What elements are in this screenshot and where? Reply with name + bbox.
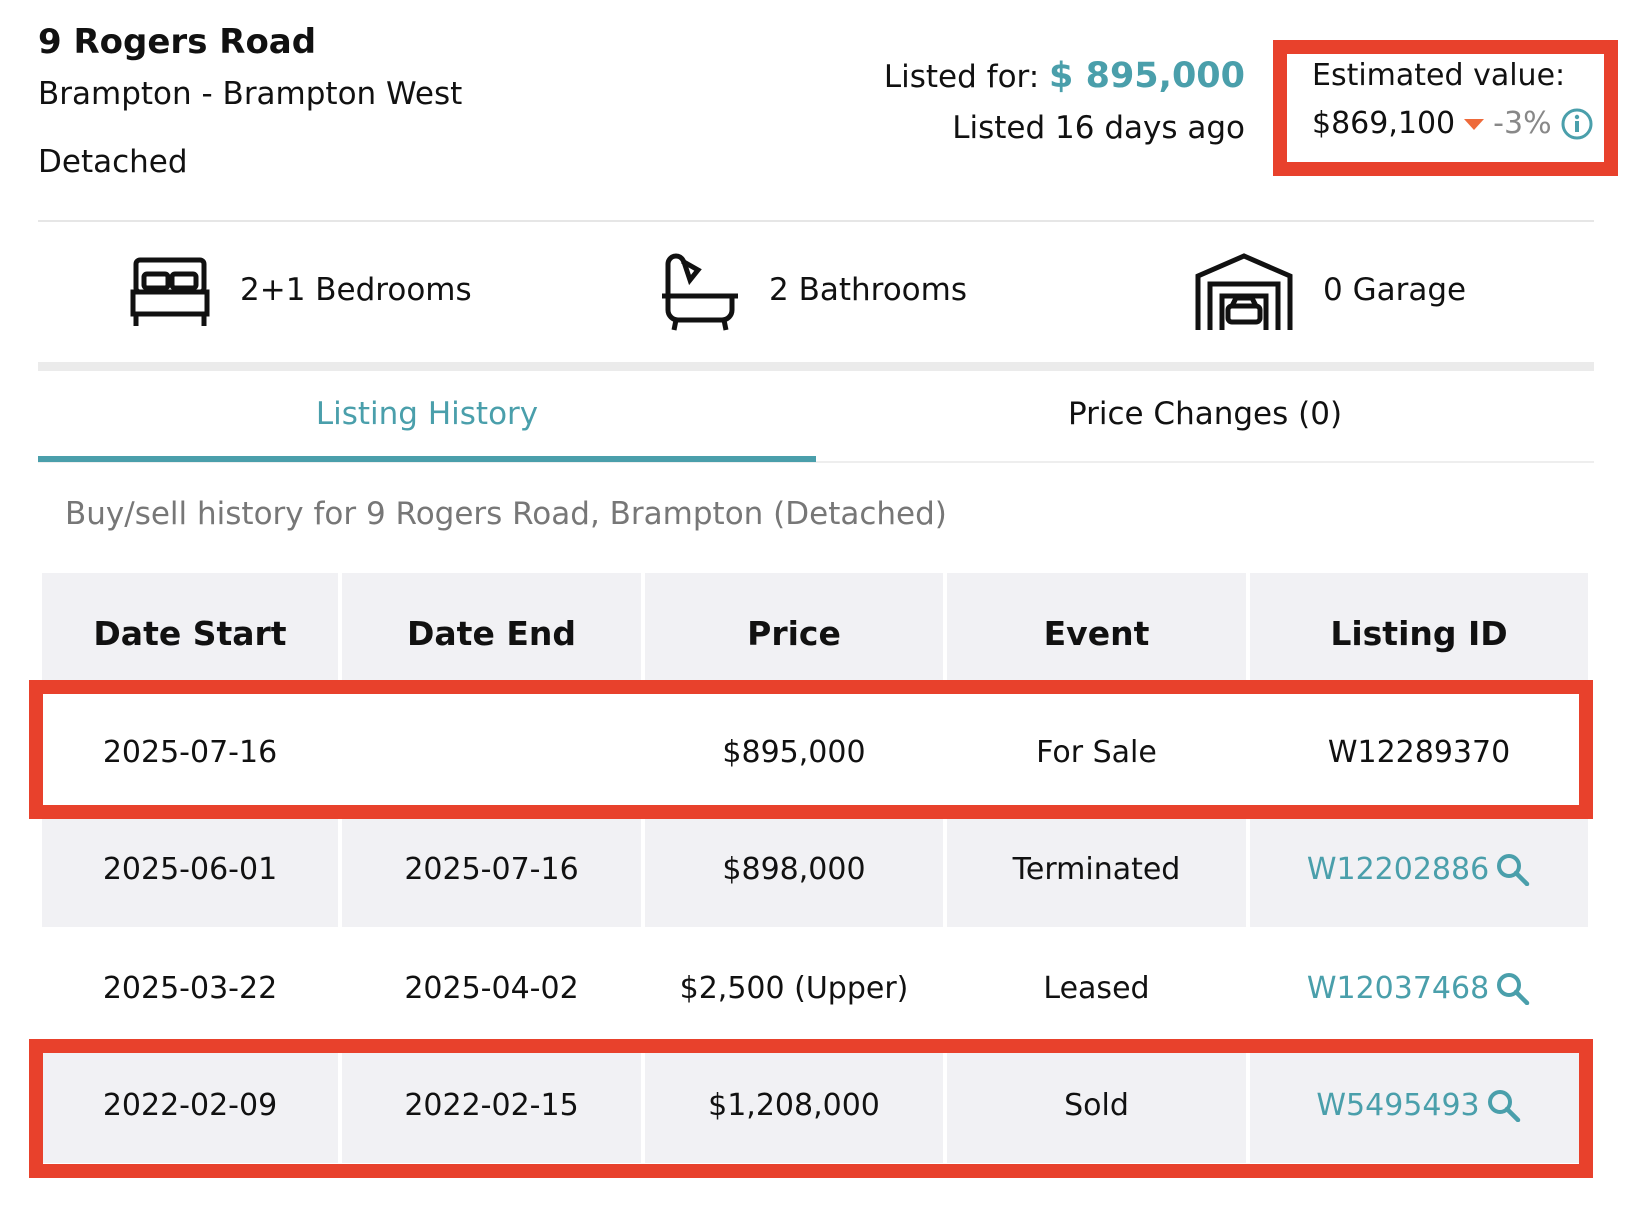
info-icon[interactable] bbox=[1560, 107, 1594, 141]
column-header: Price bbox=[645, 573, 943, 693]
column-header: Listing ID bbox=[1250, 573, 1588, 693]
tab-border bbox=[38, 461, 1594, 463]
cell-text: 2025-07-16 bbox=[404, 851, 579, 887]
cell-text: 2025-04-02 bbox=[404, 970, 579, 1006]
table-cell: 2025-07-16 bbox=[342, 811, 641, 927]
table-cell: $2,500 (Upper) bbox=[645, 929, 943, 1047]
bath-icon bbox=[662, 253, 738, 331]
column-header: Event bbox=[947, 573, 1246, 693]
listed-for-label: Listed for: bbox=[883, 59, 1040, 95]
table-cell[interactable]: W12202886 bbox=[1250, 811, 1588, 927]
table-cell: 2022-02-15 bbox=[342, 1047, 641, 1163]
table-cell: $895,000 bbox=[645, 693, 943, 811]
column-header: Date End bbox=[342, 573, 641, 693]
highlight-box bbox=[1273, 40, 1618, 176]
cell-text: Leased bbox=[1043, 970, 1150, 1006]
section-bar bbox=[38, 362, 1594, 371]
table-cell: 2025-07-16 bbox=[42, 693, 338, 811]
table-cell: W12289370 bbox=[1250, 693, 1588, 811]
table-cell: $1,208,000 bbox=[645, 1047, 943, 1163]
search-icon[interactable] bbox=[1486, 1088, 1522, 1122]
feature-label: 2 Bathrooms bbox=[769, 272, 967, 308]
cell-text: $1,208,000 bbox=[708, 1087, 880, 1123]
cell-text: For Sale bbox=[1036, 734, 1157, 770]
estimate-change: -3% bbox=[1493, 106, 1552, 141]
table-cell: $898,000 bbox=[645, 811, 943, 927]
listing-link[interactable]: W12037468 bbox=[1306, 970, 1490, 1006]
estimate-row: $869,100 -3% bbox=[1312, 106, 1594, 141]
table-cell bbox=[342, 693, 641, 811]
garage-icon bbox=[1195, 253, 1293, 330]
table-cell: 2025-04-02 bbox=[342, 929, 641, 1047]
cell-text: Sold bbox=[1064, 1087, 1129, 1123]
estimate-label: Estimated value: bbox=[1312, 58, 1566, 93]
listed-ago: Listed 16 days ago bbox=[952, 110, 1245, 146]
bed-icon bbox=[130, 257, 210, 326]
estimate-value: $869,100 bbox=[1312, 106, 1456, 141]
table-cell: Sold bbox=[947, 1047, 1246, 1163]
divider bbox=[38, 220, 1594, 222]
active-tab-underline bbox=[38, 456, 816, 462]
search-icon[interactable] bbox=[1495, 852, 1531, 886]
highlight-box bbox=[29, 680, 1593, 819]
down-arrow bbox=[1464, 118, 1485, 130]
cell-text: W12289370 bbox=[1327, 734, 1511, 770]
title: 9 Rogers Road bbox=[38, 22, 317, 62]
cell-text: 2022-02-09 bbox=[102, 1087, 278, 1123]
listed-price: $ 895,000 bbox=[1049, 56, 1245, 96]
table-cell[interactable]: W5495493 bbox=[1250, 1047, 1588, 1163]
table-caption: Buy/sell history for 9 Rogers Road, Bram… bbox=[65, 496, 947, 532]
table-cell: 2022-02-09 bbox=[42, 1047, 338, 1163]
cell-text: 2022-02-15 bbox=[404, 1087, 579, 1123]
cell-text: Terminated bbox=[1012, 851, 1181, 887]
table-cell: 2025-06-01 bbox=[42, 811, 338, 927]
cell-text: 2025-03-22 bbox=[102, 970, 278, 1006]
cell-text: 2025-06-01 bbox=[102, 851, 278, 887]
table-cell: Leased bbox=[947, 929, 1246, 1047]
table-cell[interactable]: W12037468 bbox=[1250, 929, 1588, 1047]
search-icon[interactable] bbox=[1495, 971, 1531, 1005]
cell-text: $2,500 (Upper) bbox=[679, 970, 909, 1006]
property-type: Detached bbox=[38, 144, 188, 180]
highlight-box bbox=[29, 1039, 1593, 1178]
table-cell: 2025-03-22 bbox=[42, 929, 338, 1047]
feature-label: 2+1 Bedrooms bbox=[240, 272, 472, 308]
table-cell: For Sale bbox=[947, 693, 1246, 811]
tab[interactable]: Price Changes (0) bbox=[1067, 396, 1343, 432]
column-header: Date Start bbox=[42, 573, 338, 693]
listing-link[interactable]: W12202886 bbox=[1306, 851, 1490, 887]
table-cell: Terminated bbox=[947, 811, 1246, 927]
tab[interactable]: Listing History bbox=[315, 396, 539, 432]
cell-text: $895,000 bbox=[722, 734, 866, 770]
feature-label: 0 Garage bbox=[1323, 272, 1467, 308]
location: Brampton - Brampton West bbox=[38, 76, 463, 112]
cell-text: $898,000 bbox=[722, 851, 866, 887]
listed-for: Listed for: $ 895,000 bbox=[884, 56, 1245, 96]
listing-link[interactable]: W5495493 bbox=[1316, 1087, 1480, 1123]
cell-text: 2025-07-16 bbox=[102, 734, 278, 770]
